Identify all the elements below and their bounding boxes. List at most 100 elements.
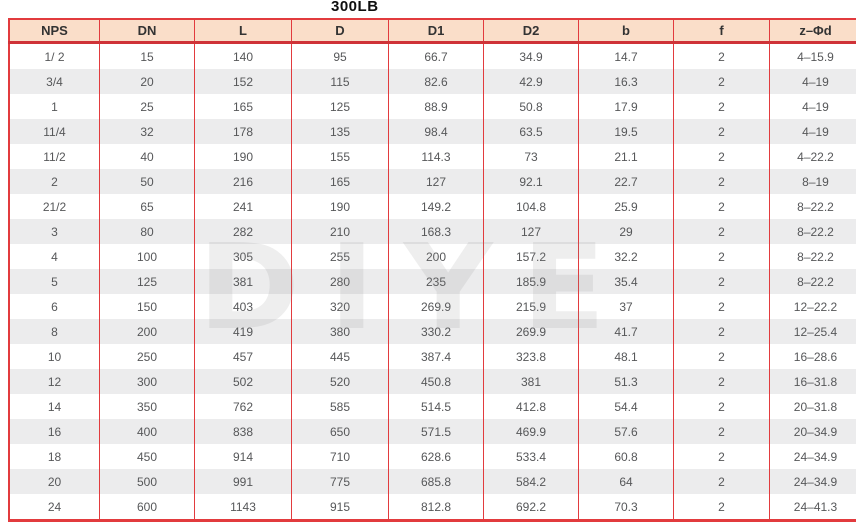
- table-cell: 42.9: [483, 69, 579, 94]
- table-cell: 20–31.8: [769, 394, 856, 419]
- table-cell: 190: [291, 194, 389, 219]
- table-cell: 775: [291, 469, 389, 494]
- table-cell: 4–19: [769, 94, 856, 119]
- table-cell: 2: [673, 494, 770, 522]
- table-cell: 200: [99, 319, 195, 344]
- table-cell: 235: [388, 269, 484, 294]
- table-cell: 20: [8, 469, 100, 494]
- table-cell: 2: [673, 394, 770, 419]
- table-cell: 37: [578, 294, 674, 319]
- column-header: DN: [99, 18, 195, 44]
- page-title: 300LB: [331, 0, 379, 15]
- column-header: D1: [388, 18, 484, 44]
- table-cell: 14: [8, 394, 100, 419]
- column-header: D2: [483, 18, 579, 44]
- table-cell: 125: [291, 94, 389, 119]
- table-cell: 35.4: [578, 269, 674, 294]
- table-cell: 2: [673, 444, 770, 469]
- table-cell: 3: [8, 219, 100, 244]
- table-cell: 305: [194, 244, 292, 269]
- table-cell: 2: [673, 269, 770, 294]
- table-cell: 2: [673, 119, 770, 144]
- table-cell: 150: [99, 294, 195, 319]
- table-row: 6 150 403 320 269.9 215.9 37 2 12–22.2: [8, 294, 856, 319]
- table-cell: 320: [291, 294, 389, 319]
- table-cell: 12–22.2: [769, 294, 856, 319]
- table-cell: 115: [291, 69, 389, 94]
- table-cell: 16–31.8: [769, 369, 856, 394]
- table-row: 16 400 838 650 571.5 469.9 57.6 2 20–34.9: [8, 419, 856, 444]
- table-cell: 168.3: [388, 219, 484, 244]
- table-row: 14 350 762 585 514.5 412.8 54.4 2 20–31.8: [8, 394, 856, 419]
- table-cell: 215.9: [483, 294, 579, 319]
- table-cell: 12–25.4: [769, 319, 856, 344]
- table-cell: 20: [99, 69, 195, 94]
- table-cell: 412.8: [483, 394, 579, 419]
- table-row: 4 100 305 255 200 157.2 32.2 2 8–22.2: [8, 244, 856, 269]
- table-cell: 4: [8, 244, 100, 269]
- table-cell: 710: [291, 444, 389, 469]
- table-cell: 54.4: [578, 394, 674, 419]
- table-row: 11/2 40 190 155 114.3 73 21.1 2 4–22.2: [8, 144, 856, 169]
- table-cell: 16: [8, 419, 100, 444]
- table-cell: 70.3: [578, 494, 674, 522]
- column-header: D: [291, 18, 389, 44]
- table-cell: 330.2: [388, 319, 484, 344]
- table-cell: 40: [99, 144, 195, 169]
- table-cell: 15: [99, 42, 195, 69]
- table-cell: 157.2: [483, 244, 579, 269]
- table-row: 10 250 457 445 387.4 323.8 48.1 2 16–28.6: [8, 344, 856, 369]
- table-cell: 34.9: [483, 42, 579, 69]
- table-cell: 2: [673, 244, 770, 269]
- table-cell: 165: [194, 94, 292, 119]
- table-cell: 24: [8, 494, 100, 522]
- table-row: 1/ 2 15 140 95 66.7 34.9 14.7 2 4–15.9: [8, 42, 856, 69]
- table-cell: 41.7: [578, 319, 674, 344]
- table-cell: 4–22.2: [769, 144, 856, 169]
- table-cell: 457: [194, 344, 292, 369]
- table-cell: 381: [483, 369, 579, 394]
- table-cell: 812.8: [388, 494, 484, 522]
- table-cell: 300: [99, 369, 195, 394]
- table-cell: 650: [291, 419, 389, 444]
- table-cell: 80: [99, 219, 195, 244]
- table-cell: 3/4: [8, 69, 100, 94]
- table-cell: 152: [194, 69, 292, 94]
- table-cell: 216: [194, 169, 292, 194]
- table-cell: 323.8: [483, 344, 579, 369]
- table-cell: 60.8: [578, 444, 674, 469]
- table-cell: 2: [673, 144, 770, 169]
- table-cell: 282: [194, 219, 292, 244]
- table-cell: 50: [99, 169, 195, 194]
- table-cell: 24–41.3: [769, 494, 856, 522]
- table-cell: 520: [291, 369, 389, 394]
- table-cell: 6: [8, 294, 100, 319]
- table-cell: 165: [291, 169, 389, 194]
- table-cell: 11/4: [8, 119, 100, 144]
- table-cell: 73: [483, 144, 579, 169]
- column-header: z–Φd: [769, 18, 856, 44]
- table-cell: 210: [291, 219, 389, 244]
- table-cell: 20–34.9: [769, 419, 856, 444]
- table-cell: 2: [673, 69, 770, 94]
- table-cell: 24–34.9: [769, 444, 856, 469]
- column-header: L: [194, 18, 292, 44]
- header-row: NPS DN L D D1 D2 b f z–Φd: [8, 18, 856, 44]
- table-cell: 280: [291, 269, 389, 294]
- table-cell: 98.4: [388, 119, 484, 144]
- table-cell: 8–22.2: [769, 194, 856, 219]
- table-cell: 200: [388, 244, 484, 269]
- table-cell: 114.3: [388, 144, 484, 169]
- table-cell: 991: [194, 469, 292, 494]
- table-cell: 14.7: [578, 42, 674, 69]
- table-cell: 5: [8, 269, 100, 294]
- table-cell: 2: [673, 344, 770, 369]
- table-cell: 400: [99, 419, 195, 444]
- table-cell: 269.9: [483, 319, 579, 344]
- table-cell: 104.8: [483, 194, 579, 219]
- flange-dimensions-table: NPS DN L D D1 D2 b f z–Φd 1/ 2 15 140 95 66.7 34.9 14.…: [8, 18, 856, 522]
- table-cell: 4–19: [769, 69, 856, 94]
- table-row: 20 500 991 775 685.8 584.2 64 2 24–34.9: [8, 469, 856, 494]
- table-cell: 502: [194, 369, 292, 394]
